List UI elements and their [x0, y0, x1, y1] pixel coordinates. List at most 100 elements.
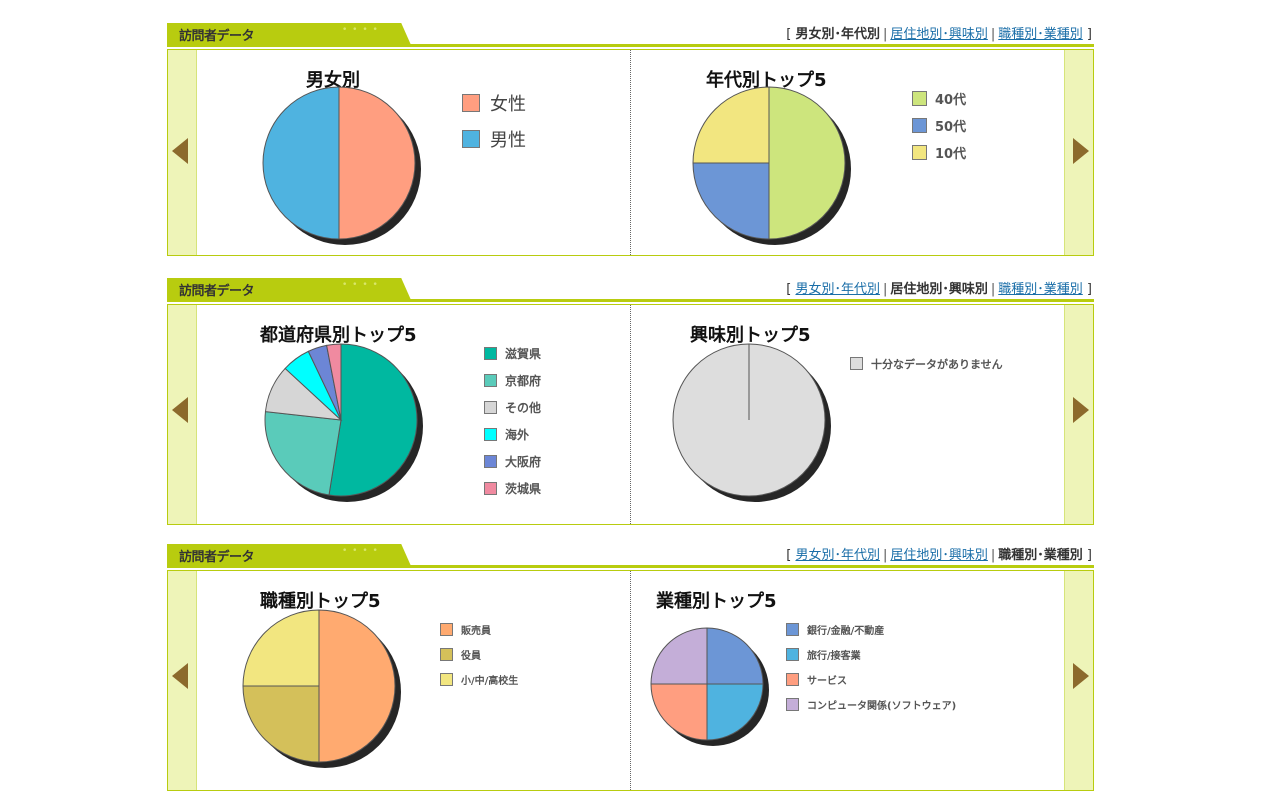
nav-residence-interest[interactable]: 居住地別･興味別 [890, 27, 988, 42]
legend-item: 小/中/高校生 [440, 669, 518, 694]
panel-tab [167, 23, 411, 45]
legend-swatch [440, 673, 453, 686]
legend-label: 京都府 [505, 374, 542, 388]
legend-swatch [484, 428, 497, 441]
next-arrow-icon[interactable] [1073, 397, 1089, 423]
pie-slice [768, 86, 846, 240]
nav-gender-age[interactable]: 男女別･年代別 [795, 282, 880, 297]
chart-age: 年代別トップ5 40代 50代 10代 [634, 50, 1064, 255]
chart-legend: 滋賀県 京都府 その他 海外 大阪府 茨城県 [484, 343, 541, 505]
nav-residence-interest[interactable]: 居住地別･興味別 [890, 548, 988, 563]
legend-label: 小/中/高校生 [461, 676, 519, 687]
legend-swatch [912, 91, 927, 106]
pie-slice [706, 627, 764, 685]
chart-prefecture: 都道府県別トップ5 滋賀県 京都府 その他 海外 大阪府 茨城県 [200, 305, 630, 524]
legend-swatch [786, 648, 799, 661]
pie-slice [326, 343, 342, 421]
panel-body: 男女別 女性 男性 年代別トップ5 40代 50代 10代 [167, 49, 1094, 256]
nav-occupation-industry[interactable]: 職種別･業種別 [998, 282, 1083, 297]
legend-item: 役員 [440, 644, 518, 669]
pie-slice [242, 609, 320, 687]
legend-swatch [440, 623, 453, 636]
legend-label: 海外 [505, 428, 530, 442]
chart-title: 興味別トップ5 [690, 325, 811, 346]
legend-swatch [462, 130, 480, 148]
panel-header: 訪問者データ • • • • [ 男女別･年代別 | 居住地別･興味別 | 職種別･業種… [167, 275, 1094, 303]
pie-chart [264, 343, 423, 502]
tab-decoration: • • • • [342, 280, 379, 290]
next-arrow-icon[interactable] [1073, 138, 1089, 164]
chart-legend: 女性 男性 [462, 90, 526, 162]
chart-title: 職種別トップ5 [260, 591, 381, 612]
next-side [1064, 50, 1093, 255]
legend-item: 50代 [912, 115, 966, 142]
prev-arrow-icon[interactable] [172, 138, 188, 164]
pie-chart [262, 86, 421, 245]
legend-swatch [440, 648, 453, 661]
pie-chart [672, 343, 831, 502]
legend-swatch [912, 118, 927, 133]
prev-arrow-icon[interactable] [172, 663, 188, 689]
legend-label: サービス [807, 676, 847, 687]
legend-item: コンピュータ関係(ソフトウェア) [786, 694, 956, 719]
chart-legend: 40代 50代 10代 [912, 88, 966, 169]
next-side [1064, 305, 1093, 524]
legend-swatch [786, 673, 799, 686]
legend-label: 女性 [490, 94, 526, 115]
legend-item: 銀行/金融/不動産 [786, 619, 956, 644]
legend-label: コンピュータ関係(ソフトウェア) [807, 701, 957, 712]
header-rule [167, 565, 1094, 568]
legend-label: 40代 [935, 93, 967, 108]
legend-label: 大阪府 [505, 455, 542, 469]
nav-occupation-industry[interactable]: 職種別･業種別 [998, 27, 1083, 42]
legend-item: サービス [786, 669, 956, 694]
legend-swatch [850, 357, 863, 370]
chart-legend: 十分なデータがありません [850, 353, 1003, 377]
visitor-panel-1: 訪問者データ • • • • [ 男女別･年代別 | 居住地別･興味別 | 職種別･業種… [167, 20, 1094, 256]
legend-swatch [912, 145, 927, 160]
next-side [1064, 571, 1093, 790]
legend-label: 男性 [490, 130, 526, 151]
legend-label: 銀行/金融/不動産 [807, 626, 885, 637]
panel-header: 訪問者データ • • • • [ 男女別･年代別 | 居住地別･興味別 | 職種別･業種… [167, 20, 1094, 48]
legend-label: 50代 [935, 120, 967, 135]
chart-legend: 販売員 役員小/中/高校生 [440, 619, 518, 694]
chart-divider [630, 50, 631, 255]
legend-item: 茨城県 [484, 478, 541, 505]
panel-title: 訪問者データ [179, 29, 255, 44]
pie-slice [328, 343, 418, 497]
nav-gender-age[interactable]: 男女別･年代別 [795, 548, 880, 563]
legend-swatch [484, 401, 497, 414]
chart-industry: 業種別トップ5 銀行/金融/不動産 旅行/接客業 サービス コンピュータ関係(ソフトウ… [634, 571, 1064, 790]
legend-swatch [484, 347, 497, 360]
prev-side [168, 571, 197, 790]
chart-occupation: 職種別トップ5 販売員 役員小/中/高校生 [200, 571, 630, 790]
pie-slice [262, 86, 340, 240]
legend-label: 滋賀県 [505, 347, 542, 361]
legend-item: 40代 [912, 88, 966, 115]
legend-item: 販売員 [440, 619, 518, 644]
pie-slice [706, 683, 764, 741]
panel-title: 訪問者データ [179, 550, 255, 565]
chart-title: 年代別トップ5 [706, 70, 827, 91]
legend-swatch [786, 623, 799, 636]
visitor-panel-2: 訪問者データ • • • • [ 男女別･年代別 | 居住地別･興味別 | 職種別･業種… [167, 275, 1094, 525]
prev-side [168, 50, 197, 255]
nav-gender-age: 男女別･年代別 [795, 27, 880, 42]
pie-slice [692, 86, 770, 164]
pie-chart [650, 627, 769, 746]
prev-arrow-icon[interactable] [172, 397, 188, 423]
panel-tab [167, 278, 411, 300]
pie-chart [242, 609, 401, 768]
pie-slice [264, 411, 342, 496]
tab-decoration: • • • • [342, 546, 379, 556]
legend-item: 十分なデータがありません [850, 353, 1003, 377]
legend-item: 旅行/接客業 [786, 644, 956, 669]
legend-label: 旅行/接客業 [807, 651, 861, 662]
legend-swatch [484, 455, 497, 468]
chart-interest: 興味別トップ5 十分なデータがありません [634, 305, 1064, 524]
legend-item: 京都府 [484, 370, 541, 397]
legend-item: 男性 [462, 126, 526, 162]
legend-swatch [484, 374, 497, 387]
next-arrow-icon[interactable] [1073, 663, 1089, 689]
